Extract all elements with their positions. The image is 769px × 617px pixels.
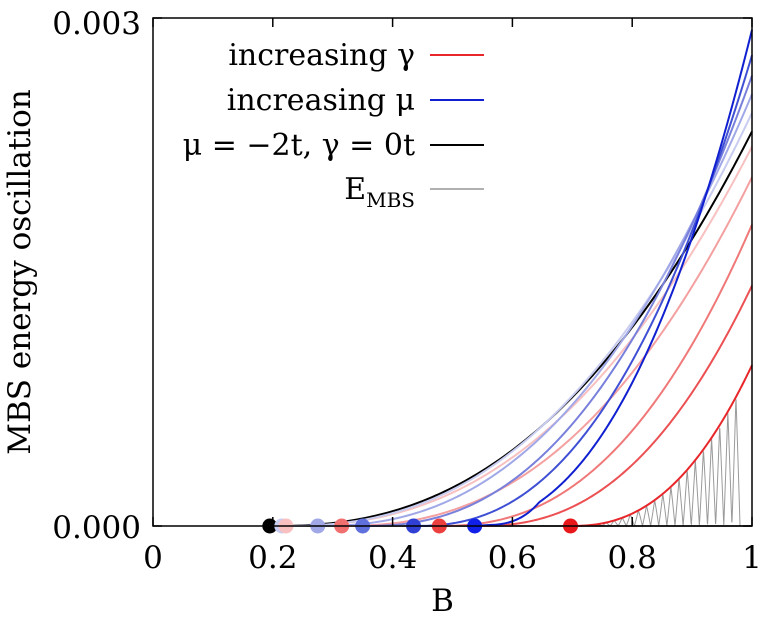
legend-label-0: increasing γ: [228, 38, 415, 73]
x-tick-label: 0.4: [368, 540, 417, 576]
series-line-gamma-2: [476, 285, 753, 527]
x-tick-label: 0: [143, 540, 163, 576]
series-line-gamma-4: [338, 176, 753, 527]
series-line-gamma-3: [437, 224, 753, 527]
y-axis-title: MBS energy oscillation: [2, 89, 38, 454]
plot-area: [262, 29, 753, 534]
legend-label-3: EMBS: [344, 172, 415, 212]
series-line-mu-4: [413, 54, 753, 527]
series-line-mu-3: [362, 75, 753, 527]
x-tick-label: 0.6: [488, 540, 537, 576]
y-tick-label: 0.000: [52, 510, 141, 546]
plot-frame: [152, 17, 753, 527]
y-tick-label: 0.003: [52, 6, 141, 42]
series-line-baseline: [269, 130, 753, 527]
x-tick-label: 1: [742, 540, 762, 576]
x-tick-label: 0.2: [248, 540, 297, 576]
legend-label-1: increasing μ: [227, 83, 415, 118]
x-tick-label: 0.8: [608, 540, 657, 576]
series-line-gamma-1: [569, 364, 753, 527]
series-line-mu-5: [473, 29, 753, 527]
legend: increasing γ increasing μ μ = −2t, γ = 0t E…: [183, 38, 484, 212]
axes: 0 0.2 0.4 0.6 0.8 1 0.000 0.003 B MBS energy osci…: [2, 6, 762, 617]
legend-label-2: μ = −2t, γ = 0t: [183, 128, 415, 163]
series-emb-oscillation: [569, 399, 741, 528]
series-line-mu-2: [314, 93, 753, 527]
x-axis-title: B: [431, 583, 454, 617]
